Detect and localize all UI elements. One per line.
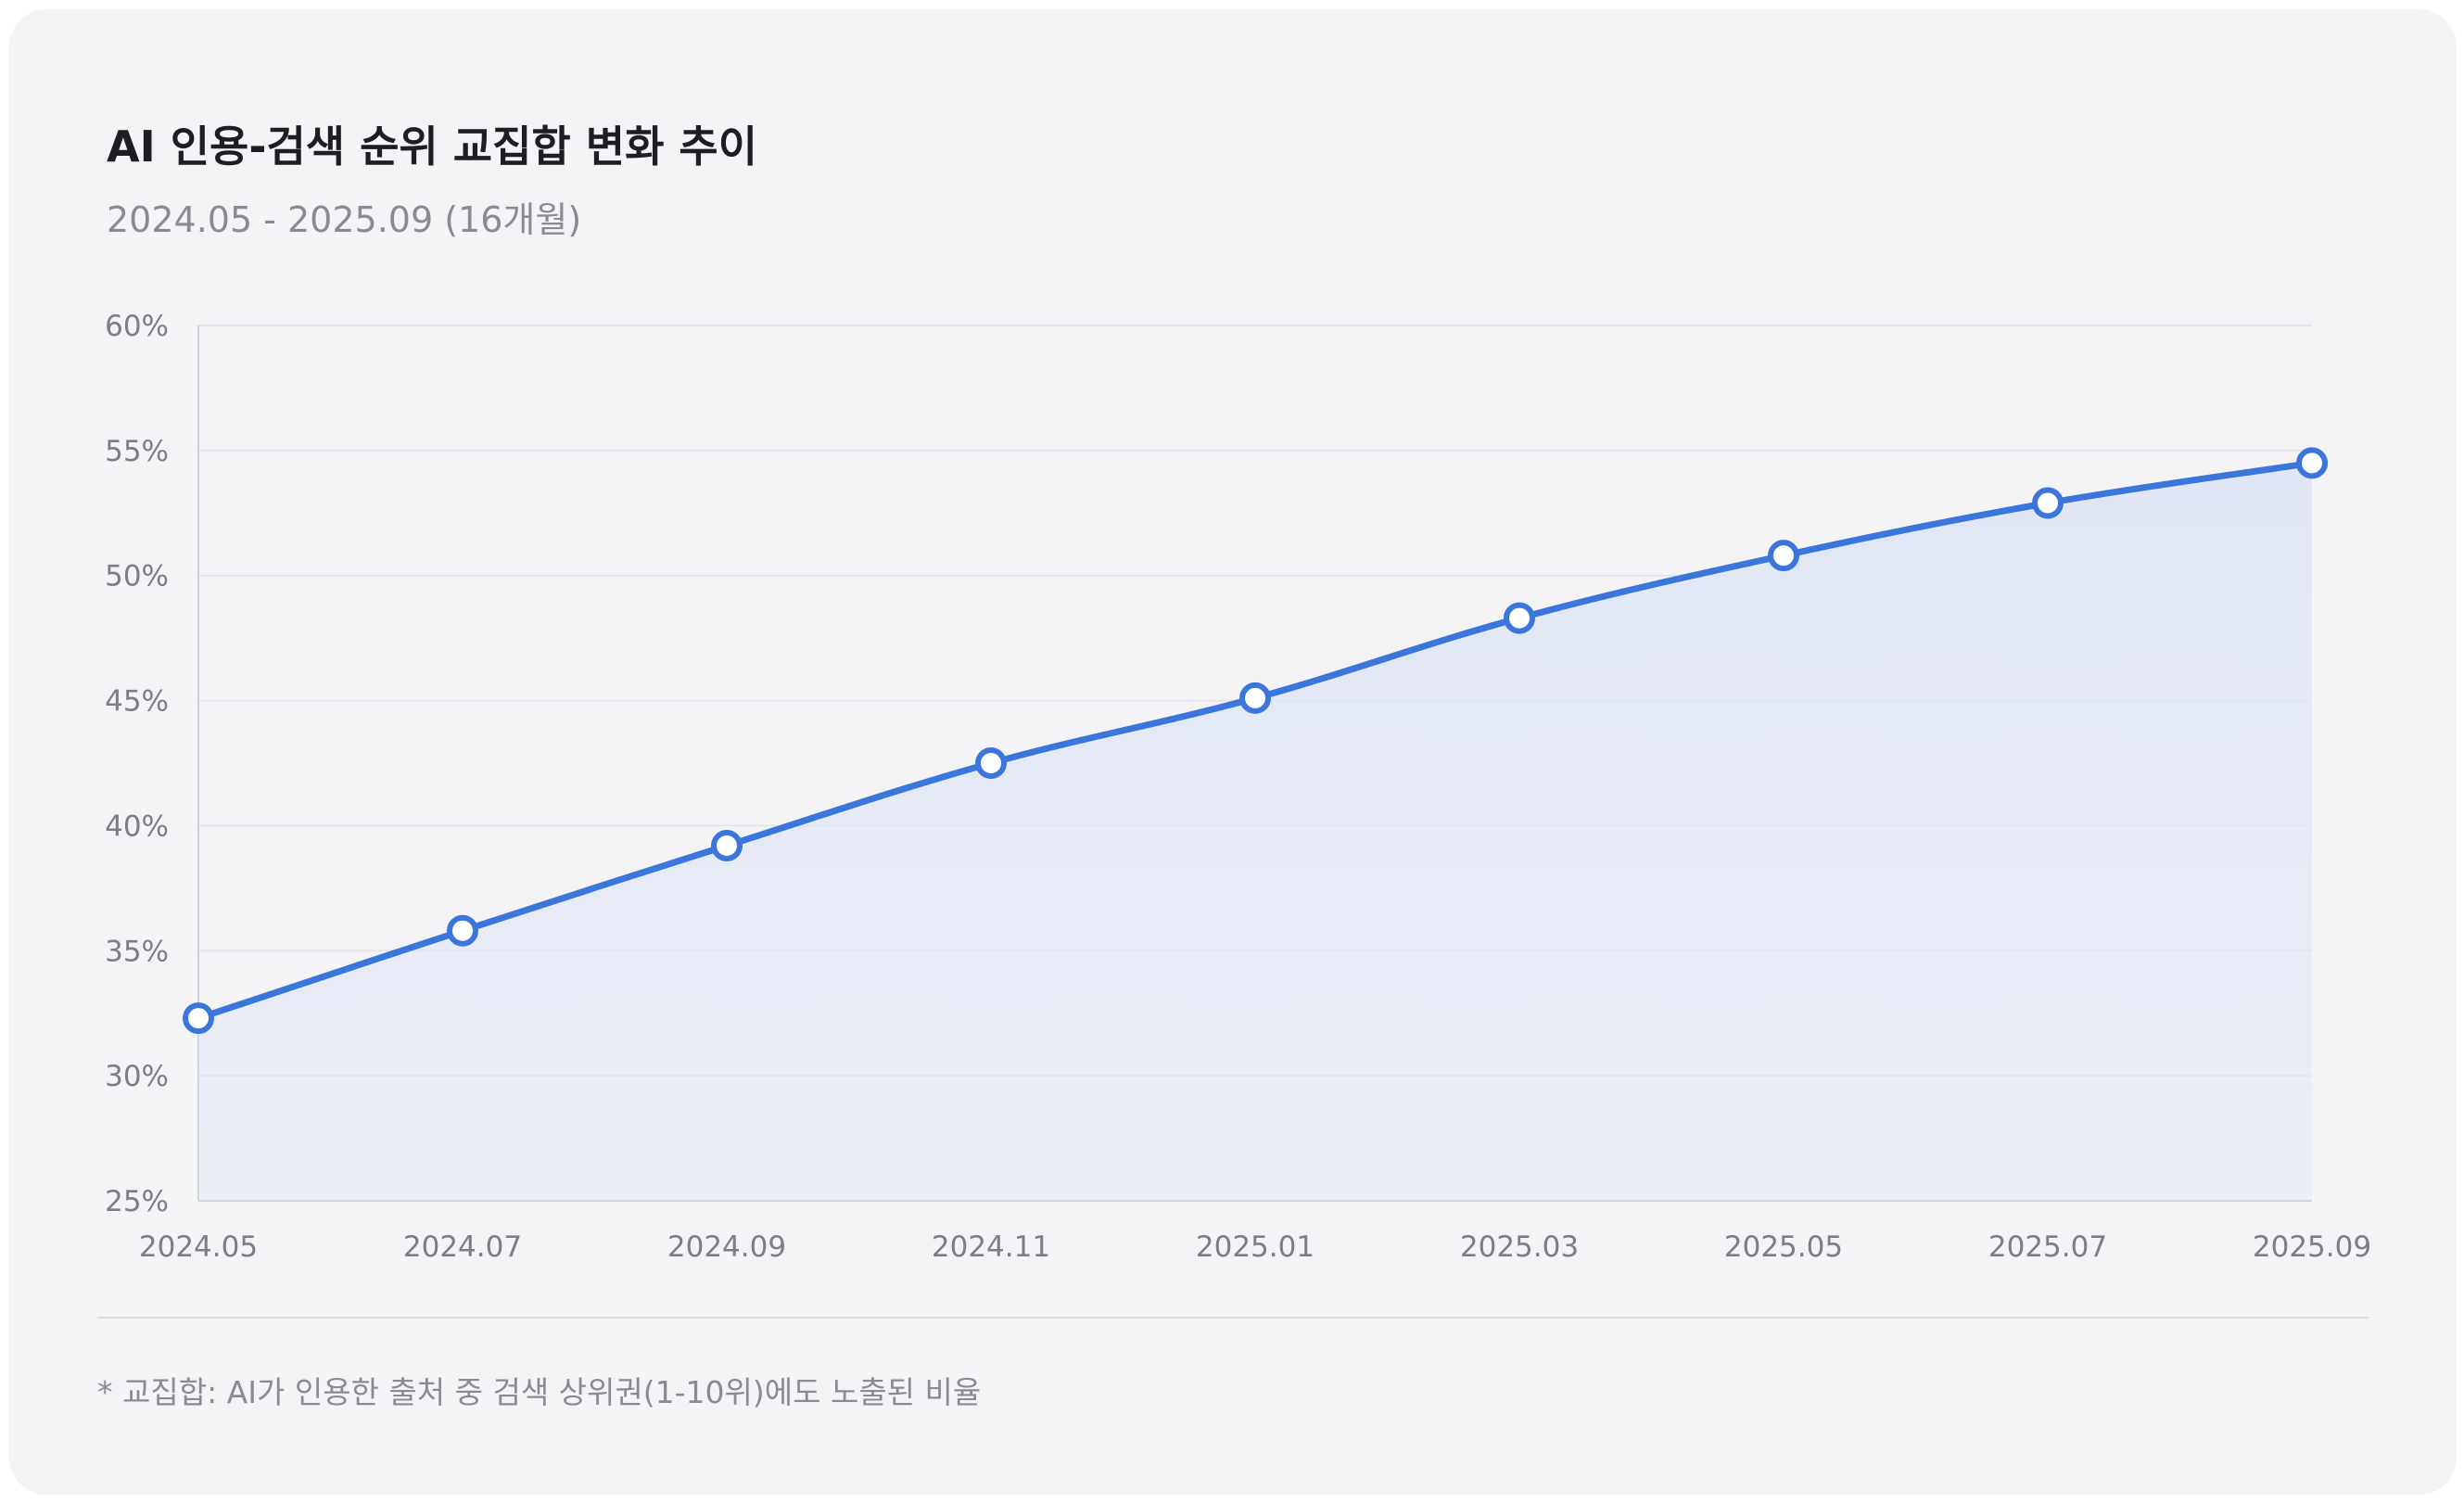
x-tick-label: 2025.01 bbox=[1196, 1230, 1315, 1264]
chart-title: AI 인용-검색 순위 교집합 변화 추이 bbox=[107, 121, 758, 172]
y-tick-label: 30% bbox=[105, 1060, 169, 1093]
data-point-2025.05[interactable] bbox=[1768, 540, 1799, 572]
y-tick-label: 55% bbox=[105, 435, 169, 468]
footnote: * 교집합: AI가 인용한 출처 중 검색 상위권(1-10위)에도 노출된 … bbox=[97, 1374, 982, 1410]
data-point-2024.07[interactable] bbox=[447, 914, 478, 947]
data-point-2025.01[interactable] bbox=[1239, 682, 1271, 714]
data-point-2025.07[interactable] bbox=[2032, 487, 2064, 519]
x-tick-label: 2024.05 bbox=[139, 1230, 258, 1264]
y-tick-label: 25% bbox=[105, 1185, 169, 1218]
y-tick-label: 50% bbox=[105, 560, 169, 593]
data-point-2024.05[interactable] bbox=[183, 1002, 214, 1035]
x-tick-label: 2025.09 bbox=[2253, 1230, 2371, 1264]
y-tick-label: 35% bbox=[105, 935, 169, 968]
x-tick-label: 2024.09 bbox=[667, 1230, 786, 1264]
area-fill bbox=[198, 463, 2312, 1201]
data-point-2025.03[interactable] bbox=[1504, 602, 1535, 634]
y-axis-tick-labels: 25% 30% 35% 40% 45% 50% 55% 60% bbox=[105, 310, 169, 1218]
data-point-2024.11[interactable] bbox=[975, 747, 1007, 779]
y-tick-label: 45% bbox=[105, 685, 169, 719]
data-points bbox=[183, 447, 2328, 1035]
chart-subtitle: 2024.05 - 2025.09 (16개월) bbox=[107, 199, 582, 240]
x-tick-label: 2025.03 bbox=[1460, 1230, 1579, 1264]
series-area bbox=[198, 463, 2312, 1201]
x-tick-label: 2024.07 bbox=[403, 1230, 522, 1264]
data-point-2024.09[interactable] bbox=[711, 830, 743, 862]
y-tick-label: 40% bbox=[105, 809, 169, 843]
x-axis-tick-labels: 2024.05 2024.07 2024.09 2024.11 2025.01 2025.… bbox=[139, 1230, 2371, 1264]
x-tick-label: 2025.05 bbox=[1724, 1230, 1843, 1264]
x-tick-label: 2024.11 bbox=[932, 1230, 1050, 1264]
x-tick-label: 2025.07 bbox=[1988, 1230, 2107, 1264]
footer-divider bbox=[97, 1317, 2369, 1319]
data-point-2025.09[interactable] bbox=[2296, 447, 2328, 479]
y-tick-label: 60% bbox=[105, 310, 169, 343]
